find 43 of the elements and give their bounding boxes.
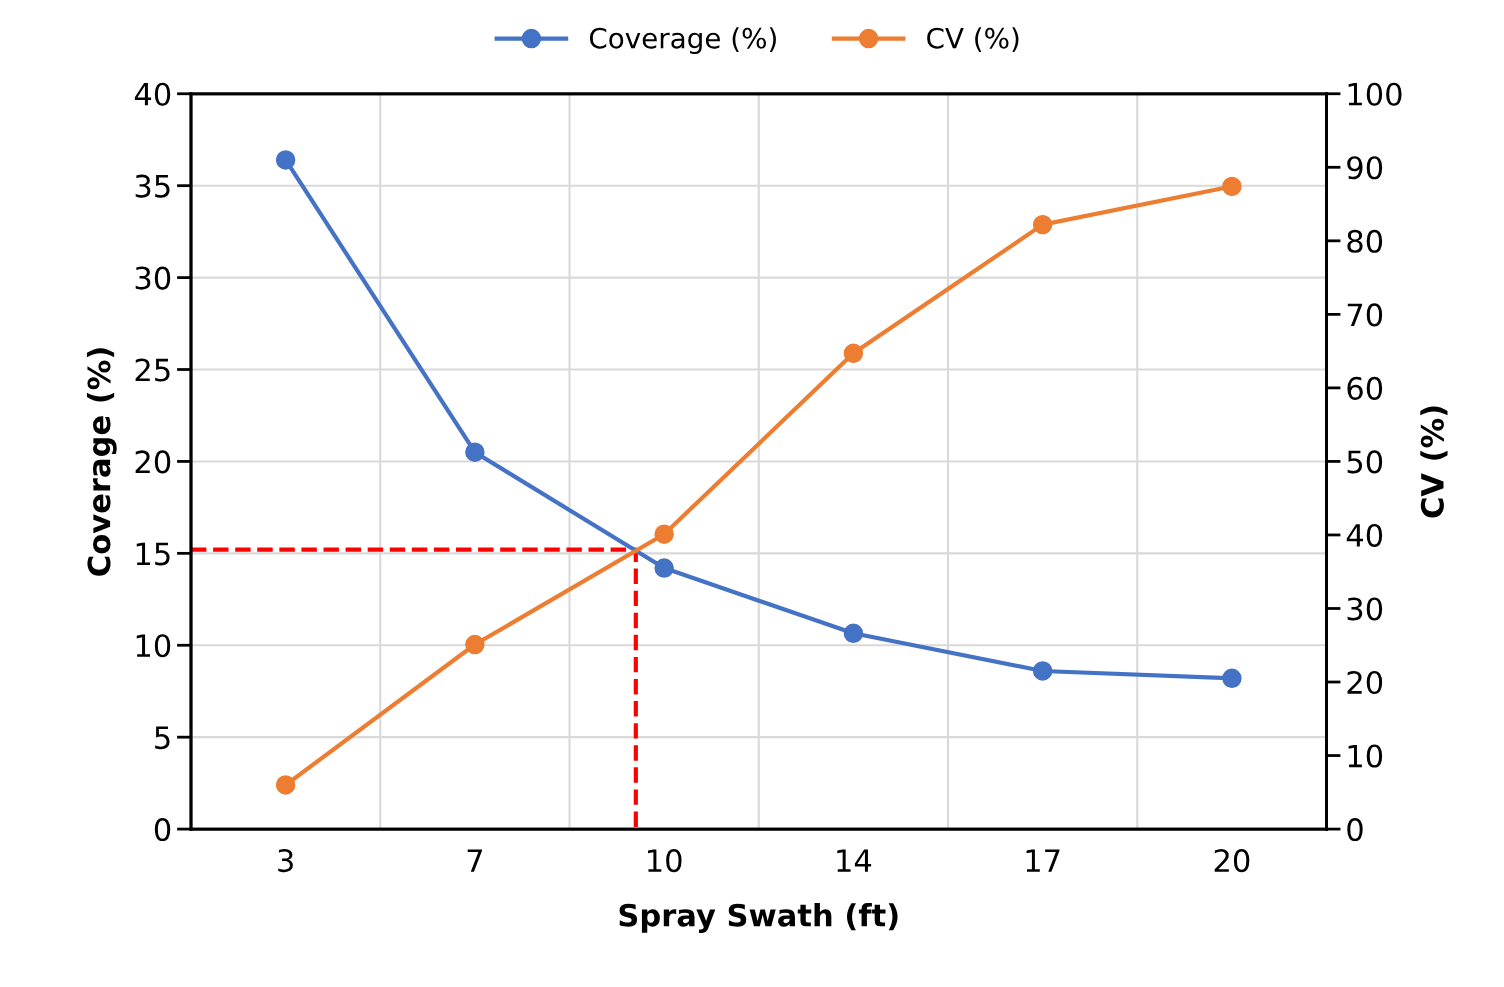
y2-tick-label: 90	[1347, 156, 1383, 180]
y-tick-label: 5	[155, 726, 170, 750]
point	[275, 775, 296, 795]
point	[1222, 176, 1242, 197]
point	[465, 442, 485, 462]
point	[843, 343, 864, 364]
point	[1032, 214, 1053, 235]
y2-tick-label: 100	[1348, 82, 1402, 106]
y2-tick-label: 40	[1346, 523, 1383, 547]
y-tick-label: 25	[135, 358, 170, 382]
y2-tick-label: 30	[1347, 597, 1383, 621]
x-tick-label: 20	[1214, 849, 1250, 873]
y2-tick-label: 60	[1347, 376, 1383, 400]
y-tick-label: 20	[135, 450, 171, 474]
point	[843, 623, 864, 644]
point	[465, 634, 485, 655]
y2-axis-title: CV (%)	[1420, 406, 1448, 518]
y2-tick-label: 10	[1348, 744, 1383, 768]
x-tick-label: 7	[467, 849, 482, 872]
point	[654, 558, 674, 578]
y2-tick-label: 50	[1347, 450, 1383, 474]
y-tick-label: 0	[154, 818, 171, 842]
y2-tick-label: 0	[1347, 818, 1363, 842]
point	[654, 524, 674, 544]
point	[1032, 661, 1053, 681]
y-tick-label: 10	[136, 634, 171, 658]
y-tick-label: 15	[136, 542, 170, 566]
y2-tick-label: 70	[1347, 303, 1383, 327]
y2-tick-label: 80	[1347, 229, 1383, 253]
x-axis-title: Spray Swath (ft)	[619, 903, 898, 933]
legend-label: Coverage (%)	[589, 27, 776, 55]
x-tick-label: 3	[278, 849, 293, 873]
x-tick-label: 10	[648, 849, 682, 873]
x-tick-label: 14	[837, 849, 872, 872]
point	[275, 150, 296, 170]
point	[1222, 668, 1242, 689]
y-axis-title: Coverage (%)	[86, 348, 117, 576]
legend-label: CV (%)	[927, 27, 1019, 52]
y-tick-label: 35	[135, 174, 170, 198]
y2-tick-label: 20	[1347, 670, 1383, 695]
y-tick-label: 40	[134, 82, 171, 106]
y-tick-label: 30	[135, 266, 171, 290]
x-tick-label: 17	[1026, 849, 1060, 872]
